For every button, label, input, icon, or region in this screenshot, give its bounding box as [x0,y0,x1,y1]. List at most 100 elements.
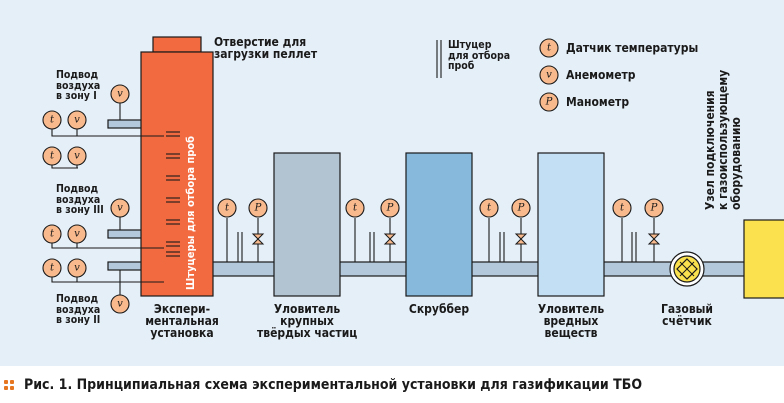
anemometer-zone-1 [67,110,87,130]
sensor-letter: t [50,229,55,240]
caption-title: Принципиальная схема экспериментальной у… [76,377,643,393]
zone-label-line: Подвод [56,183,99,195]
caption-bullet-icon [4,380,18,392]
temperature-sensor-pipe-3 [479,198,499,218]
solids-label-line: крупных [280,314,334,328]
temperature-sensor-zone-2 [42,258,62,278]
anemometer-reactor-a [67,146,87,166]
scrubber-box [405,152,473,297]
gas-meter-label: Газовый счётчик [650,303,724,327]
pipe-instrument-lines [226,40,655,262]
manometer-pipe-4 [644,198,664,218]
sensor-letter: t [353,203,358,214]
sensor-letter: P [386,203,394,214]
solids-label-line: твёрдых частиц [257,326,358,340]
sensor-letter: v [117,203,123,214]
zone-label-line: воздуха [56,303,101,316]
legend-anemometer-symbol [539,65,559,85]
temperature-sensor-pipe-2 [345,198,365,218]
connection-node-box [743,219,784,299]
temperature-sensor-pipe-4 [612,198,632,218]
legend-temperature-label: Датчик температуры [566,41,699,55]
pipe-valves [251,233,661,245]
fitting-label-line: для отбора [448,49,511,62]
zone-label-line: в зону I [56,90,97,102]
air-zone-1-label: Подвод воздуха в зону I [56,70,100,102]
connection-label-line: оборудованию [729,117,743,210]
zone-label-line: Подвод [56,293,99,305]
harmful-catcher-label: Уловитель вредных веществ [526,303,616,339]
fitting-legend-label: Штуцер для отбора проб [448,40,510,72]
sensor-letter: v [117,299,123,310]
scrubber-label: Скруббер [408,302,470,316]
anemometer-zone-3-b [67,224,87,244]
sensor-letter: v [74,263,80,274]
temperature-sensor-zone-1 [42,110,62,130]
sensor-letter: t [620,203,625,214]
harmful-label-line: Уловитель [537,302,605,316]
sensor-letter: t [50,263,55,274]
zone-label-line: в зону II [56,314,101,326]
meter-label-line: счётчик [662,314,712,328]
temperature-sensor-zone-3 [42,224,62,244]
pellet-label-line: Отверстие для [214,35,307,49]
pellet-opening-label: Отверстие для загрузки пеллет [214,36,317,60]
sensor-letter: P [517,203,525,214]
reactor-sample-fittings [166,131,180,257]
legend-anemometer-label: Анемометр [566,68,636,82]
air-zone-2-label: Подвод воздуха в зону II [56,294,100,326]
zone-label-line: Подвод [56,69,99,81]
fitting-label-line: Штуцер [448,39,492,51]
pellet-label-line: загрузки пеллет [214,47,318,61]
air-zone-3-label: Подвод воздуха в зону III [56,184,104,216]
solids-catcher-box [273,152,341,297]
zone-label-line: воздуха [56,193,101,206]
figure-caption: Рис. 1. Принципиальная схема эксперимент… [0,368,784,403]
legend-manometer-label: Манометр [566,95,630,109]
manometer-pipe-1 [248,198,268,218]
harmful-label-line: веществ [544,326,598,340]
zone-label-line: воздуха [56,79,101,92]
reactor-sample-fittings-label: Штуцеры для отбора проб [184,135,197,290]
reactor-label: Экспери- ментальная установка [142,303,222,339]
sensor-letter: v [74,151,80,162]
temperature-sensor-pipe-1 [217,198,237,218]
legend-temperature-symbol [539,38,559,58]
legend-manometer-symbol [539,92,559,112]
solids-label-line: Уловитель [273,302,341,316]
scheme-diagram: t v v t v v t v t v v t P t P t P t P t [0,0,784,366]
sensor-letter: t [487,203,492,214]
reactor-label-line: ментальная [145,314,219,328]
anemometer-zone-2-b [67,258,87,278]
harmful-label-line: вредных [543,314,599,328]
sensor-letter: v [74,229,80,240]
experimental-reactor [140,51,214,297]
caption-figure-number: Рис. 1. [24,377,73,393]
manometer-pipe-3 [511,198,531,218]
meter-label-line: Газовый [660,302,713,316]
harmful-catcher-box [537,152,605,297]
sensor-letter: t [225,203,230,214]
connection-node-label: Узел подключения к газоиспользующему обо… [703,70,743,210]
fitting-label-line: проб [448,60,475,72]
sensor-letter: v [546,70,552,81]
temperature-sensor-reactor-a [42,146,62,166]
anemometer-zone-2 [110,294,130,314]
anemometer-zone-1-inlet [110,84,130,104]
anemometer-zone-3 [110,198,130,218]
gas-meter [669,251,705,287]
caption-text: Рис. 1. Принципиальная схема эксперимент… [24,377,642,393]
manometer-pipe-2 [380,198,400,218]
reactor-label-line: Экспери- [153,302,211,316]
sensor-letter: P [545,97,553,108]
scheme-graphics: t v v t v v t v t v v t P t P t P t P t [42,36,784,314]
sensor-letter: P [650,203,658,214]
sensor-letter: t [50,115,55,126]
zone-label-line: в зону III [56,204,104,216]
sensor-letter: t [547,43,552,54]
reactor-label-line: установка [150,326,214,340]
sensor-letter: v [74,115,80,126]
solids-catcher-label: Уловитель крупных твёрдых частиц [257,303,357,339]
sensor-letter: v [117,89,123,100]
